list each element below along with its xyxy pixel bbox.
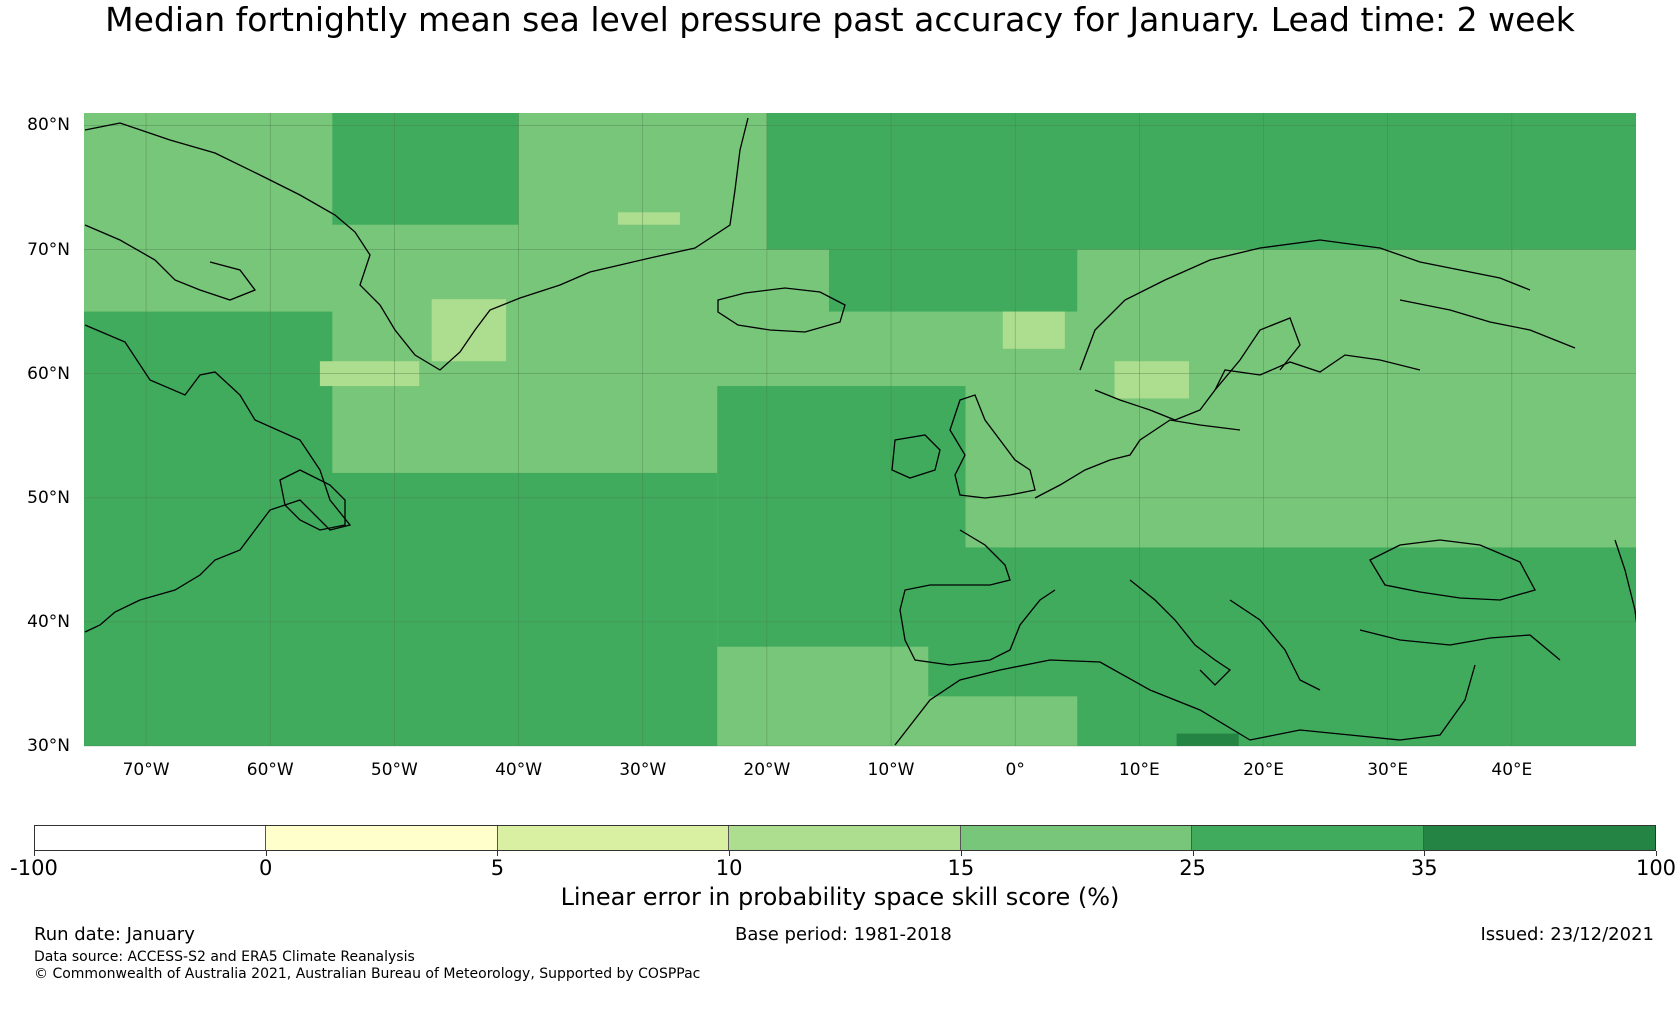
base-period: Base period: 1981-2018 <box>735 924 952 945</box>
longitude-label: 40°E <box>1491 760 1533 780</box>
colorbar-swatch <box>1423 826 1655 850</box>
colorbar-tick-label: 10 <box>715 856 743 880</box>
longitude-label: 10°W <box>867 760 915 780</box>
coastline-baffin <box>84 224 257 301</box>
colorbar-tick-label: 100 <box>1635 856 1677 880</box>
latitude-label: 50°N <box>27 487 70 508</box>
coastline-europe-west <box>1034 419 1241 499</box>
coastline-black-sea <box>1369 539 1536 601</box>
latitude-label: 40°N <box>27 611 70 632</box>
colorbar-tick-mark <box>1656 851 1657 856</box>
data-source: Data source: ACCESS-S2 and ERA5 Climate … <box>34 949 415 965</box>
longitude-label: 0° <box>1005 760 1025 780</box>
coastline-norway <box>1079 239 1531 371</box>
coastline-balkans <box>1229 599 1321 691</box>
longitude-label: 40°W <box>495 760 543 780</box>
colorbar-tick-label: 25 <box>1179 856 1206 880</box>
colorbar-tick-label: -100 <box>10 856 58 880</box>
latitude-label: 30°N <box>27 736 70 756</box>
colorbar-tick-mark <box>265 851 267 856</box>
colorbar-swatch <box>729 826 961 850</box>
colorbar-label: Linear error in probability space skill … <box>560 883 1120 911</box>
coastline-gulf-bothnia <box>1214 317 1301 391</box>
region-scandinavia-pale <box>1002 311 1065 349</box>
colorbar-tick-mark <box>1192 851 1194 856</box>
colorbar-tick-mark <box>34 851 35 856</box>
coastlines <box>84 117 1636 746</box>
longitude-label: 20°E <box>1243 760 1284 780</box>
colorbar-tick-label: 5 <box>490 856 505 880</box>
longitude-label: 10°E <box>1118 760 1160 780</box>
region-med-deep <box>1176 733 1239 746</box>
issued-date: Issued: 23/12/2021 <box>1480 924 1654 945</box>
longitude-label: 60°W <box>246 760 294 780</box>
colorbar-swatch <box>35 826 267 850</box>
region-baltic-pale <box>1114 361 1190 399</box>
skill-regions <box>84 113 1636 746</box>
colorbar-tick-mark <box>1424 851 1426 856</box>
coastline-north-africa <box>894 659 1476 746</box>
coastline-ireland <box>891 434 941 479</box>
colorbar-swatch <box>960 826 1193 850</box>
run-date: Run date: January <box>34 924 195 945</box>
coastline-sweden-finland <box>1094 354 1421 421</box>
chart-title: Median fortnightly mean sea level pressu… <box>105 0 1575 39</box>
region-east-atlantic-pale <box>617 212 680 225</box>
colorbar-tick-mark <box>497 851 499 856</box>
region-greenland-pale <box>431 299 507 362</box>
copyright: © Commonwealth of Australia 2021, Austra… <box>34 966 701 982</box>
region-n-africa-light <box>891 696 1078 746</box>
latitude-label: 70°N <box>27 239 70 260</box>
coastline-labrador <box>84 324 352 633</box>
longitude-label: 30°W <box>619 760 667 780</box>
colorbar-swatch <box>1192 826 1424 850</box>
coastline-newfoundland <box>279 469 346 531</box>
colorbar-swatch <box>266 826 498 850</box>
coastline-italy <box>1129 579 1232 686</box>
region-greenland-mid <box>332 113 519 225</box>
region-norwegian-sea-mid <box>828 224 1078 312</box>
colorbar-swatch <box>497 826 730 850</box>
graticule <box>84 113 1636 747</box>
longitude-label: 70°W <box>122 760 170 780</box>
colorbar-tick-mark <box>960 851 962 856</box>
coastline-turkey <box>1359 629 1561 661</box>
latitude-label: 60°N <box>27 363 70 384</box>
latitude-label: 80°N <box>27 115 70 136</box>
longitude-label: 50°W <box>370 760 418 780</box>
coastline-great-britain <box>949 394 1036 499</box>
coastline-france-biscay <box>899 529 1056 666</box>
colorbar-tick-label: 35 <box>1410 856 1438 880</box>
coastline-white-sea <box>1399 299 1576 349</box>
longitude-label: 20°W <box>743 760 791 780</box>
colorbar <box>34 825 1656 851</box>
region-canada-mid <box>84 311 333 560</box>
coastline-greenland <box>84 117 749 371</box>
colorbar-tick-label: 0 <box>259 856 273 880</box>
colorbar-tick-mark <box>729 851 731 856</box>
coastline-iceland <box>717 287 846 333</box>
colorbar-tick-label: 15 <box>947 856 975 880</box>
coastline-caspian <box>1614 539 1636 624</box>
longitude-label: 30°E <box>1367 760 1409 780</box>
